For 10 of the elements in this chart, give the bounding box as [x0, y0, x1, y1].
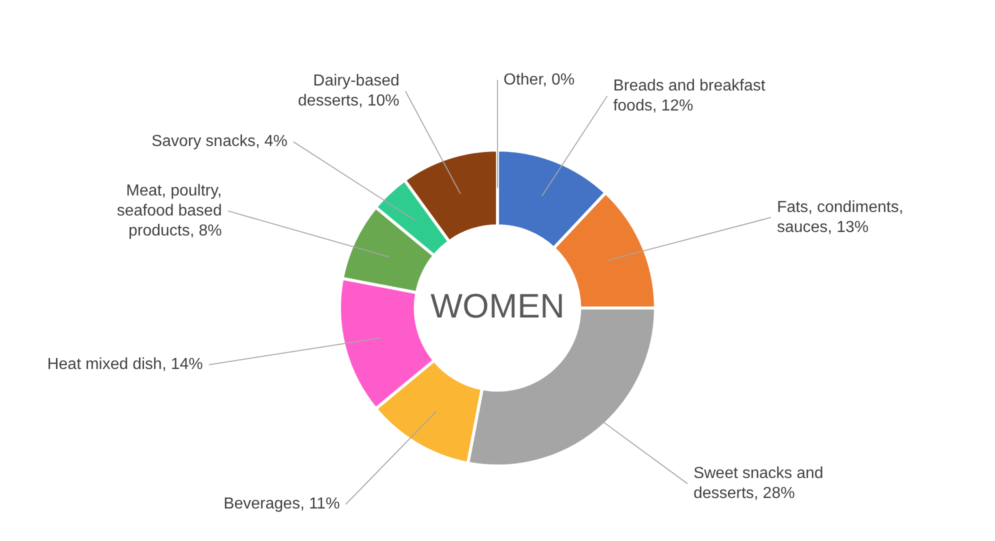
slice-label: Sweet snacks and desserts, 28%: [693, 465, 824, 502]
category-label: Other, 0%: [504, 71, 575, 88]
slice-label: Heat mixed dish, 14%: [47, 356, 203, 374]
slice-label: Meat, poultry, seafood based products, 8%: [116, 182, 222, 240]
text: WOMEN: [430, 287, 565, 326]
slice-label: Dairy-based desserts, 10%: [298, 72, 400, 110]
slice-label: Beverages, 11%: [224, 496, 340, 513]
slice-label: Breads and breakfast foods, 12%: [613, 77, 766, 114]
slice-label: Savory snacks, 4%: [151, 133, 288, 150]
slice-label: Fats, condiments, sauces, 13%: [776, 198, 904, 236]
